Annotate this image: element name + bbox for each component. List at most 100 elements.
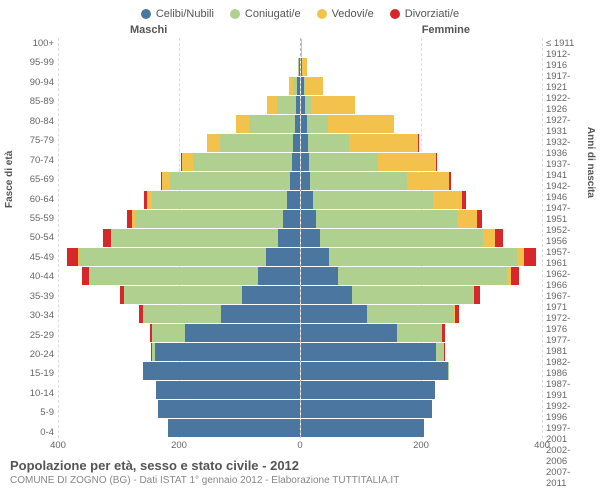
bar-segment [407,172,449,190]
age-label: 5-9 [10,407,54,418]
birthyear-label: 1927-1931 [546,115,590,137]
bar-segment [258,267,299,285]
bar-row [301,133,543,152]
birthyear-label: 1982-1986 [546,357,590,379]
bar-row [58,114,300,133]
bar-row [58,209,300,228]
legend-swatch [230,9,240,19]
bar-row [58,305,300,324]
age-label: 25-29 [10,330,54,341]
legend-swatch [390,9,400,19]
bar-row [58,76,300,95]
bar-row [301,286,543,305]
birthyear-label: 1972-1976 [546,313,590,335]
bar-segment [277,96,296,114]
bar-segment [143,305,221,323]
bar-segment [135,210,283,228]
bar-segment [162,172,169,190]
legend: Celibi/NubiliConiugati/eVedovi/eDivorzia… [10,8,590,20]
bar-segment [292,153,299,171]
bar-segment [313,191,434,209]
bar-row [58,343,300,362]
header-female: Femmine [422,24,470,36]
bar-segment [474,286,479,304]
bar-segment [156,381,300,399]
age-label: 55-59 [10,213,54,224]
gender-headers: Maschi Femmine [10,24,590,36]
bar-segment [301,172,311,190]
age-label: 80-84 [10,116,54,127]
legend-item: Vedovi/e [317,8,374,20]
bar-row [301,152,543,171]
bar-segment [311,96,354,114]
bar-row [301,305,543,324]
age-label: 15-19 [10,368,54,379]
age-label: 10-14 [10,388,54,399]
yaxis-left: 100+95-9990-9485-8980-8475-7970-7465-696… [10,38,58,438]
age-label: 90-94 [10,77,54,88]
bar-row [301,57,543,76]
age-label: 45-49 [10,252,54,263]
age-label: 85-89 [10,96,54,107]
bar-row [301,95,543,114]
bar-segment [436,153,437,171]
birthyear-label: 1992-1996 [546,401,590,423]
birthyear-label: 1932-1936 [546,137,590,159]
yaxis-right-title: Anni di nascita [585,127,596,198]
bars-male [58,38,301,438]
bar-segment [124,286,242,304]
bar-row [58,171,300,190]
population-pyramid-chart: Celibi/NubiliConiugati/eVedovi/eDivorzia… [0,0,600,500]
bar-row [301,114,543,133]
bar-segment [301,381,435,399]
bar-segment [455,305,459,323]
bar-segment [462,191,466,209]
header-male: Maschi [130,24,167,36]
yaxis-left-title: Fasce di età [4,151,15,208]
bar-segment [301,153,309,171]
legend-label: Divorziati/e [405,8,459,20]
bar-row [301,362,543,381]
bar-segment [301,362,449,380]
bar-row [58,190,300,209]
bar-row [58,419,300,438]
age-label: 75-79 [10,135,54,146]
legend-label: Celibi/Nubili [156,8,214,20]
age-label: 95-99 [10,57,54,68]
bar-row [301,248,543,267]
birthyear-label: 1917-1921 [546,71,590,93]
bar-row [301,76,543,95]
xaxis: 4002000200400 [10,440,590,452]
legend-swatch [141,9,151,19]
age-label: 100+ [10,38,54,49]
plot-area: Fasce di età 100+95-9990-9485-8980-8475-… [10,38,590,438]
age-label: 0-4 [10,427,54,438]
bar-segment [193,153,293,171]
bar-segment [221,305,299,323]
bar-segment [367,305,455,323]
bar-segment [67,248,78,266]
bar-segment [168,419,300,437]
bar-row [58,133,300,152]
legend-label: Vedovi/e [332,8,374,20]
xtick-label: 200 [413,440,429,451]
birthyear-label: 2002-2006 [546,445,590,467]
xtick-label: 400 [50,440,66,451]
bar-segment [328,115,394,133]
birthyear-label: 1997-2001 [546,423,590,445]
bar-segment [301,400,433,418]
age-label: 20-24 [10,349,54,360]
bar-segment [442,324,444,342]
bar-segment [301,305,367,323]
bar-segment [338,267,507,285]
bar-row [58,248,300,267]
birthyear-label: 1947-1951 [546,203,590,225]
bar-segment [155,343,300,361]
bar-segment [79,248,266,266]
bar-segment [301,248,330,266]
bar-segment [297,77,299,95]
bar-segment [103,229,110,247]
bar-row [301,400,543,419]
bar-segment [185,324,300,342]
bar-segment [349,134,418,152]
